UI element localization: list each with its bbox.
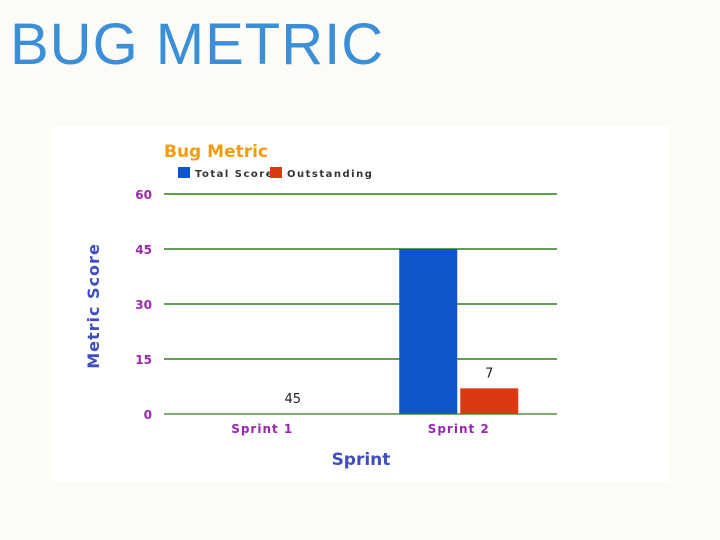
bar bbox=[399, 249, 458, 414]
chart-title: Bug Metric bbox=[164, 142, 268, 162]
legend-swatch bbox=[178, 167, 190, 178]
data-labels: 45 7 bbox=[284, 366, 493, 407]
chart-legend: Total Score Outstanding bbox=[178, 167, 373, 180]
data-label: 7 bbox=[485, 366, 493, 381]
legend-label: Total Score bbox=[195, 169, 274, 180]
data-label: 45 bbox=[284, 392, 301, 407]
y-tick-label: 45 bbox=[135, 243, 152, 257]
chart-panel: Bug Metric Total Score Outstanding 0 15 30 4… bbox=[52, 126, 669, 482]
bar-chart: Bug Metric Total Score Outstanding 0 15 30 4… bbox=[84, 142, 557, 470]
y-tick-label: 60 bbox=[135, 188, 152, 202]
x-tick-label: Sprint 1 bbox=[231, 422, 293, 436]
slide-title: BUG METRIC bbox=[10, 12, 385, 77]
chart-bars bbox=[399, 249, 519, 414]
x-axis-title: Sprint bbox=[332, 450, 391, 470]
x-axis-ticks: Sprint 1 Sprint 2 bbox=[231, 422, 490, 436]
y-axis-ticks: 0 15 30 45 60 bbox=[135, 188, 152, 422]
legend-label: Outstanding bbox=[287, 169, 373, 180]
x-tick-label: Sprint 2 bbox=[428, 422, 490, 436]
y-tick-label: 0 bbox=[144, 408, 152, 422]
y-tick-label: 15 bbox=[135, 353, 152, 367]
legend-swatch bbox=[270, 167, 282, 178]
y-tick-label: 30 bbox=[135, 298, 152, 312]
chart-gridlines bbox=[164, 193, 557, 415]
y-axis-title: Metric Score bbox=[84, 243, 103, 369]
bar bbox=[460, 388, 519, 414]
